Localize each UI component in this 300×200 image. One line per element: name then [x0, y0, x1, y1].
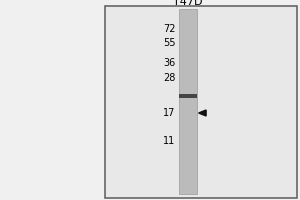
Bar [178, 94, 196, 98]
Bar [178, 9, 196, 194]
Text: T47D: T47D [173, 0, 202, 7]
Text: 17: 17 [163, 108, 176, 118]
Text: 72: 72 [163, 24, 175, 34]
Text: 11: 11 [163, 136, 176, 146]
Text: 55: 55 [163, 38, 175, 48]
Text: 36: 36 [163, 58, 176, 68]
Bar [105, 6, 297, 198]
Polygon shape [199, 110, 206, 116]
Text: 28: 28 [163, 73, 176, 83]
